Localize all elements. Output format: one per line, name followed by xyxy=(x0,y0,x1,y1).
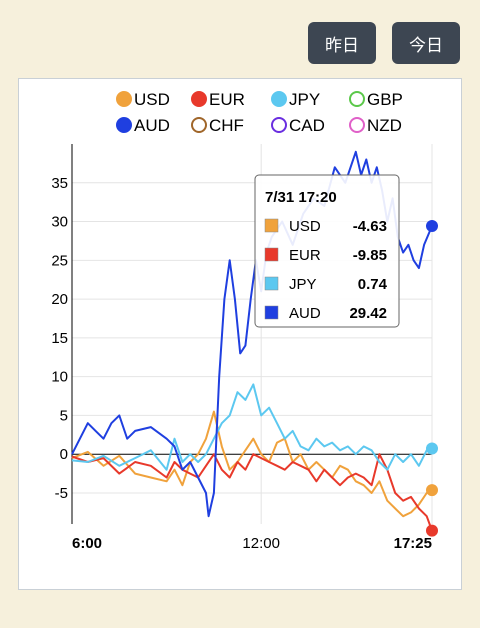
tooltip-time: 7/31 17:20 xyxy=(265,189,337,206)
legend-label-aud: AUD xyxy=(134,116,170,135)
series-line-eur xyxy=(71,453,433,531)
y-tick-label: 10 xyxy=(51,369,68,386)
legend-marker-eur xyxy=(191,91,207,107)
legend-item-nzd[interactable]: NZD xyxy=(349,116,402,135)
y-tick-label: 15 xyxy=(51,330,68,347)
legend-marker-usd xyxy=(116,91,132,107)
legend-label-usd: USD xyxy=(134,90,170,109)
series-end-point-jpy[interactable] xyxy=(426,442,438,455)
chart-panel: USD EUR JPY GBP AUD CHF CAD NZD -5 0 5 10 15 20 25 30 3… xyxy=(18,78,462,590)
legend-label-eur: EUR xyxy=(209,90,245,109)
tooltip-box xyxy=(254,174,400,328)
x-tick-label: 17:25 xyxy=(394,535,432,552)
tooltip-swatch-jpy xyxy=(264,276,279,291)
yesterday-button[interactable]: 昨日 xyxy=(308,22,376,64)
tooltip-value-jpy: 0.74 xyxy=(358,276,388,293)
today-button[interactable]: 今日 xyxy=(392,22,460,64)
y-tick-label: 30 xyxy=(51,214,68,231)
legend-label-jpy: JPY xyxy=(289,90,320,109)
tooltip-swatch-usd xyxy=(264,218,279,233)
tooltip-swatch-aud xyxy=(264,305,279,320)
legend-marker-cad xyxy=(271,117,287,133)
y-axis: -5 0 5 10 15 20 25 30 35 xyxy=(51,175,68,502)
y-tick-label: -5 xyxy=(55,485,68,502)
y-tick-label: 5 xyxy=(60,407,68,424)
legend-item-usd[interactable]: USD xyxy=(116,90,170,109)
series-end-point-usd[interactable] xyxy=(426,484,438,497)
legend-label-chf: CHF xyxy=(209,116,244,135)
legend-label-gbp: GBP xyxy=(367,90,403,109)
tooltip-swatch-eur xyxy=(264,247,279,262)
legend-marker-chf xyxy=(191,117,207,133)
legend-label-cad: CAD xyxy=(289,116,325,135)
series-line-jpy xyxy=(71,383,433,471)
legend-marker-nzd xyxy=(349,117,365,133)
y-tick-label: 35 xyxy=(51,175,68,192)
tooltip-label-eur: EUR xyxy=(289,247,321,264)
legend-marker-gbp xyxy=(349,91,365,107)
legend-label-nzd: NZD xyxy=(367,116,402,135)
tooltip-label-usd: USD xyxy=(289,218,321,235)
legend-item-jpy[interactable]: JPY xyxy=(271,90,320,109)
x-axis: 6:00 12:00 17:25 xyxy=(72,535,432,552)
series-line-usd xyxy=(71,410,433,518)
tooltip-value-usd: -4.63 xyxy=(353,218,387,235)
legend-item-gbp[interactable]: GBP xyxy=(349,90,403,109)
tooltip-value-aud: 29.42 xyxy=(349,305,387,322)
chart-legend[interactable]: USD EUR JPY GBP AUD CHF CAD NZD xyxy=(116,90,403,135)
series-end-point-eur[interactable] xyxy=(426,524,438,537)
series-end-point-aud[interactable] xyxy=(426,220,438,233)
tooltip-label-aud: AUD xyxy=(289,305,321,322)
x-tick-label: 12:00 xyxy=(242,535,280,552)
legend-marker-jpy xyxy=(271,91,287,107)
legend-marker-aud xyxy=(116,117,132,133)
legend-item-eur[interactable]: EUR xyxy=(191,90,245,109)
legend-item-aud[interactable]: AUD xyxy=(116,116,170,135)
tooltip: 7/31 17:20 USD -4.63 EUR -9.85 JPY 0.74 AUD 29.4… xyxy=(254,174,400,328)
y-tick-label: 0 xyxy=(60,446,68,463)
y-tick-label: 25 xyxy=(51,252,68,269)
x-tick-label: 6:00 xyxy=(72,535,102,552)
y-tick-label: 20 xyxy=(51,291,68,308)
tooltip-label-jpy: JPY xyxy=(289,276,317,293)
legend-item-cad[interactable]: CAD xyxy=(271,116,325,135)
tooltip-value-eur: -9.85 xyxy=(353,247,387,264)
legend-item-chf[interactable]: CHF xyxy=(191,116,244,135)
currency-strength-chart: USD EUR JPY GBP AUD CHF CAD NZD -5 0 5 10 15 20 25 30 3… xyxy=(51,90,438,552)
